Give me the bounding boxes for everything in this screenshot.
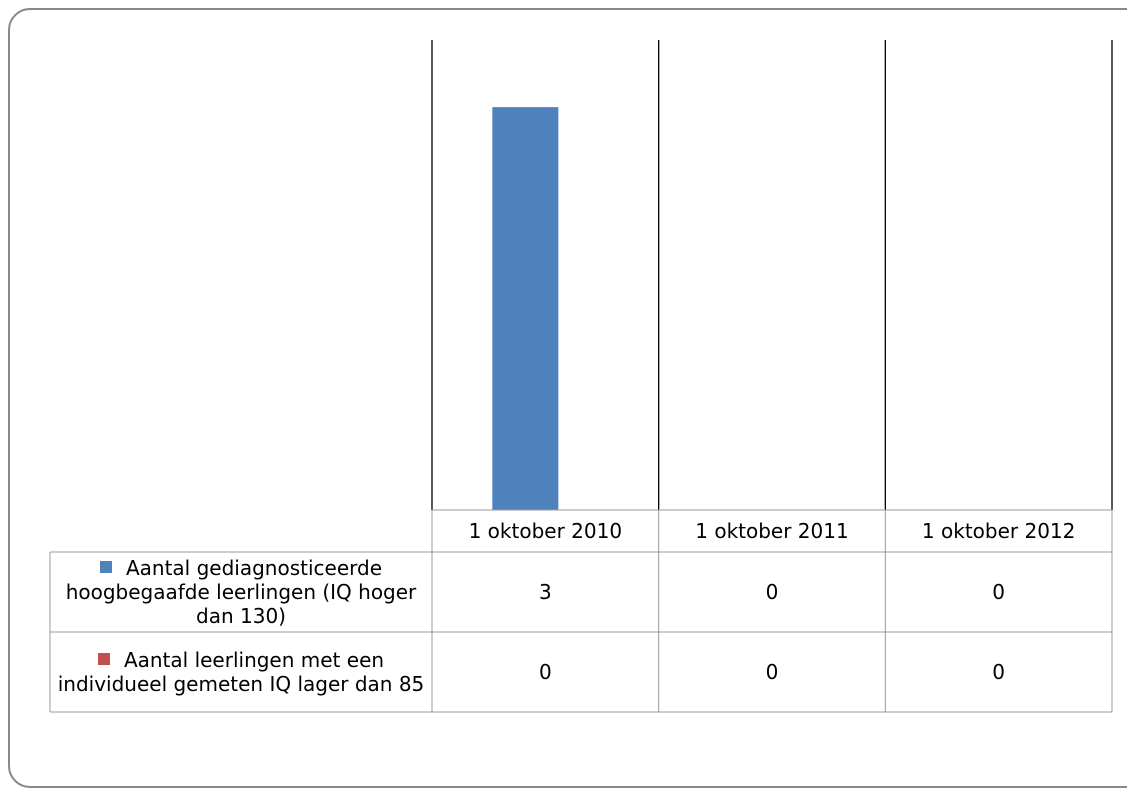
cell-text: 3 xyxy=(538,580,552,604)
legend-entry: Aantal gediagnosticeerde hoogbegaafde le… xyxy=(50,556,432,628)
page: 1 oktober 2010 1 oktober 2011 1 oktober 20… xyxy=(8,8,1127,788)
legend-label: Aantal gediagnosticeerde hoogbegaafde le… xyxy=(50,552,432,632)
data-value: 3 xyxy=(432,552,659,632)
data-value: 0 xyxy=(432,632,659,712)
data-value: 0 xyxy=(885,632,1112,712)
cell-text: 0 xyxy=(765,580,779,604)
bar xyxy=(492,107,559,511)
x-tick-label: 1 oktober 2010 xyxy=(432,510,659,552)
cell-text: 1 oktober 2011 xyxy=(695,519,849,543)
data-value: 0 xyxy=(659,552,886,632)
cell-text: Aantal leerlingen met een individueel ge… xyxy=(57,648,425,696)
legend-key xyxy=(99,561,112,573)
legend-label: Aantal leerlingen met een individueel ge… xyxy=(50,632,432,712)
legend-entry: Aantal leerlingen met een individueel ge… xyxy=(50,648,432,696)
data-value: 0 xyxy=(885,552,1112,632)
data-value: 0 xyxy=(659,632,886,712)
legend-key xyxy=(97,653,110,665)
cell-text: 1 oktober 2012 xyxy=(921,519,1076,543)
cell-text: 0 xyxy=(992,580,1006,604)
cell-text: 0 xyxy=(992,660,1006,684)
cell-text: Aantal gediagnosticeerde hoogbegaafde le… xyxy=(65,556,417,628)
x-tick-label: 1 oktober 2012 xyxy=(885,510,1112,552)
cell-text: 0 xyxy=(765,660,779,684)
x-tick-label: 1 oktober 2011 xyxy=(659,510,886,552)
cell-text: 0 xyxy=(538,660,552,684)
chart xyxy=(49,40,1113,713)
cell-text: 1 oktober 2010 xyxy=(468,519,623,543)
